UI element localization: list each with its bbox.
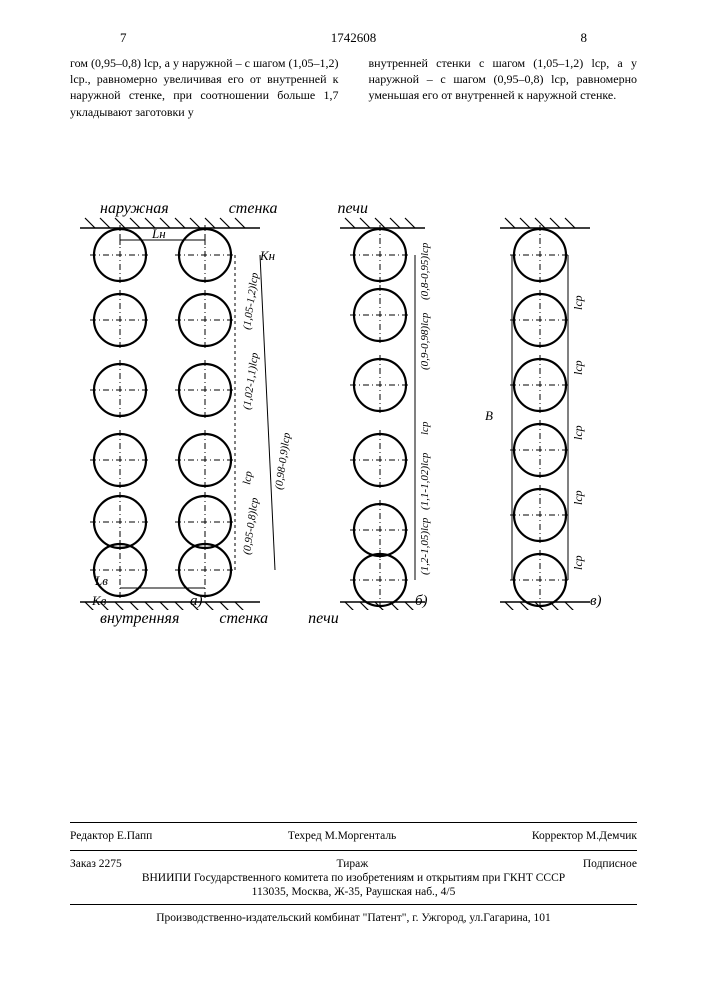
svg-text:lср: lср (571, 425, 585, 440)
svg-text:(1,02-1,1)lср: (1,02-1,1)lср (241, 351, 261, 410)
page-number-right: 8 (581, 30, 588, 46)
tirage: Тираж (336, 858, 368, 870)
subscription: Подписное (583, 858, 637, 870)
page-number-left: 7 (120, 30, 127, 46)
svg-text:a): a) (190, 593, 203, 609)
svg-text:В: В (485, 408, 493, 423)
footer-order-line: Заказ 2275 Тираж Подписное (0, 858, 707, 870)
svg-text:(0,9-0,98)lср: (0,9-0,98)lср (419, 312, 431, 370)
svg-text:(1,1-1,02)lср: (1,1-1,02)lср (419, 452, 431, 510)
svg-text:lср: lср (571, 555, 585, 570)
svg-text:(1,2-1,05)lср: (1,2-1,05)lср (419, 517, 431, 575)
body-text: гом (0,95–0,8) lср, а у наружной – с шаг… (0, 55, 707, 120)
svg-text:lср: lср (571, 490, 585, 505)
footer-publisher: Производственно-издательский комбинат "П… (0, 912, 707, 924)
order-number: Заказ 2275 (70, 858, 122, 870)
diagram-bottom-labels: внутренняя стенка печи (0, 610, 707, 628)
svg-text:lср: lср (571, 360, 585, 375)
label-furnace-b: печи (308, 610, 339, 628)
footer-vniipi: ВНИИПИ Государственного комитета по изоб… (0, 872, 707, 884)
svg-text:Kн: Kн (259, 248, 275, 263)
techred: Техред М.Моргенталь (288, 830, 396, 842)
svg-text:lср: lср (241, 470, 255, 485)
svg-text:(1,05-1,2)lср: (1,05-1,2)lср (241, 271, 261, 330)
editor: Редактор Е.Папп (70, 830, 152, 842)
svg-text:Lв: Lв (94, 573, 108, 588)
footer-credits: Редактор Е.Папп Техред М.Моргенталь Корр… (0, 830, 707, 842)
column-right: внутренней стенки с шагом (1,05–1,2) lср… (369, 55, 638, 120)
doc-number: 1742608 (331, 30, 377, 46)
footer-address: 113035, Москва, Ж-35, Раушская наб., 4/5 (0, 886, 707, 898)
svg-text:(0,95-0,8)lср: (0,95-0,8)lср (241, 496, 261, 555)
svg-text:(0,98-0,9)lср: (0,98-0,9)lср (273, 431, 293, 490)
label-wall-b: стенка (219, 610, 268, 628)
page-header: 7 1742608 8 (0, 30, 707, 46)
svg-text:Kв: Kв (91, 593, 107, 608)
svg-text:в): в) (590, 593, 602, 609)
label-inner: внутренняя (100, 610, 179, 628)
diagram: Lн Lв Kв Kн В (0,95-0,8)lср lср (1,02-1,… (60, 210, 640, 610)
svg-text:(0,8-0,95)lср: (0,8-0,95)lср (419, 242, 431, 300)
column-left: гом (0,95–0,8) lср, а у наружной – с шаг… (70, 55, 339, 120)
svg-text:Lн: Lн (151, 226, 166, 241)
svg-text:lср: lср (419, 421, 431, 435)
svg-text:lср: lср (571, 295, 585, 310)
corrector: Корректор М.Демчик (532, 830, 637, 842)
svg-text:б): б) (415, 593, 428, 609)
